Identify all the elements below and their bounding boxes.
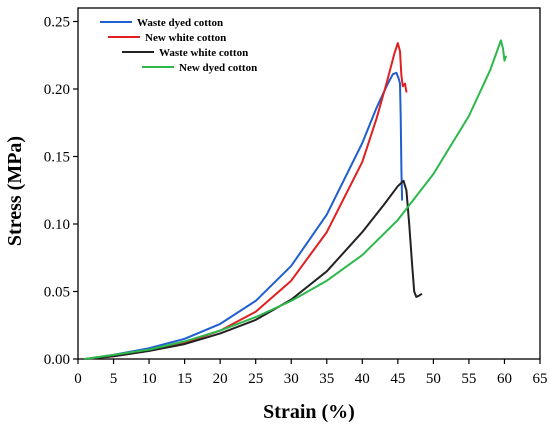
x-tick-label: 65 — [533, 371, 548, 387]
y-tick-label: 0.15 — [44, 150, 70, 166]
x-tick-label: 25 — [248, 371, 263, 387]
series-line-new-white-cotton — [84, 42, 408, 360]
legend-label: Waste dyed cotton — [137, 17, 223, 29]
x-tick-label: 50 — [426, 371, 441, 387]
y-tick-label: 0.10 — [44, 217, 70, 233]
legend-label: New dyed cotton — [179, 62, 257, 74]
legend-label: New white cotton — [145, 32, 226, 44]
series-line-waste-white-cotton — [84, 179, 423, 360]
y-tick-label: 0.20 — [44, 82, 70, 98]
x-axis-label: Strain (%) — [263, 401, 355, 423]
series-line-waste-dyed-cotton — [84, 71, 404, 360]
x-tick-label: 40 — [355, 371, 370, 387]
legend-label: Waste white cotton — [159, 47, 248, 59]
x-axis-ticks: 0 5 10 15 20 25 30 35 40 45 50 55 60 65 — [74, 359, 548, 387]
y-tick-label: 0.25 — [44, 15, 70, 31]
x-tick-label: 5 — [110, 371, 118, 387]
x-tick-label: 45 — [390, 371, 405, 387]
legend: Waste dyed cotton New white cotton Waste w… — [100, 17, 257, 74]
x-tick-label: 20 — [213, 371, 228, 387]
x-tick-label: 10 — [142, 371, 157, 387]
y-axis-label: Stress (MPa) — [4, 136, 26, 246]
y-axis-ticks: 0.00 0.05 0.10 0.15 0.20 0.25 — [44, 15, 78, 368]
y-tick-label: 0.00 — [44, 352, 70, 368]
series-lines — [84, 39, 507, 360]
y-tick-label: 0.05 — [44, 285, 70, 301]
plot-frame — [77, 7, 541, 360]
x-tick-label: 35 — [319, 371, 334, 387]
x-tick-label: 60 — [497, 371, 512, 387]
x-tick-label: 30 — [284, 371, 299, 387]
x-tick-label: 15 — [177, 371, 192, 387]
x-tick-label: 55 — [461, 371, 476, 387]
series-line-new-dyed-cotton — [84, 39, 507, 360]
plot-border — [77, 7, 541, 360]
x-tick-label: 0 — [74, 371, 82, 387]
